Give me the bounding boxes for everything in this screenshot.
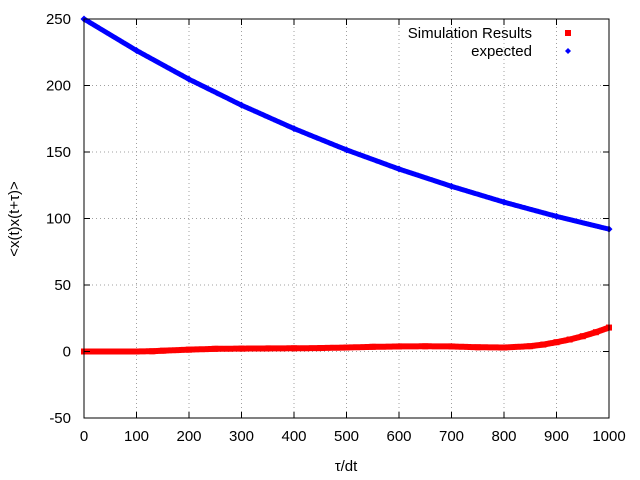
axis-ticks: 0 100 200 300 400 500 600 700 800 900 1000 -50 0 50 10… [46, 11, 626, 445]
series-trail [82, 16, 611, 232]
x-tick-label: 400 [281, 428, 306, 445]
x-tick-label: 200 [176, 428, 201, 445]
grid [84, 19, 609, 418]
x-axis-label: τ/dt [335, 458, 358, 475]
y-tick-label: -50 [49, 410, 71, 427]
x-tick-label: 1000 [592, 428, 625, 445]
y-tick-label: 200 [46, 78, 71, 95]
y-axis-label: <x(t)x(t+τ)> [6, 181, 23, 257]
legend-marker [565, 30, 571, 36]
x-tick-label: 0 [80, 428, 88, 445]
x-tick-label: 300 [229, 428, 254, 445]
x-tick-label: 500 [334, 428, 359, 445]
x-tick-label: 800 [491, 428, 516, 445]
y-tick-label: 0 [63, 344, 71, 361]
plot-frame [83, 18, 610, 419]
y-tick-label: 100 [46, 211, 71, 228]
series-expected [80, 15, 613, 233]
x-tick-label: 600 [386, 428, 411, 445]
y-tick-label: 150 [46, 144, 71, 161]
x-tick-label: 900 [544, 428, 569, 445]
x-tick-label: 100 [124, 428, 149, 445]
y-tick-label: 50 [54, 277, 71, 294]
x-tick-label: 700 [439, 428, 464, 445]
y-tick-label: 250 [46, 11, 71, 28]
series-trail [82, 324, 611, 355]
legend-label: Simulation Results [408, 25, 532, 42]
legend-marker [565, 48, 571, 54]
legend-label: expected [471, 43, 532, 60]
